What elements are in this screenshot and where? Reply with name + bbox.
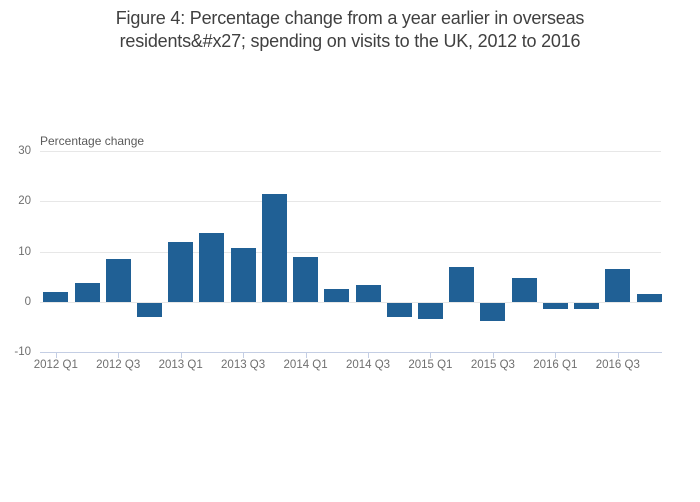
- bar-2016-q2: [574, 303, 599, 309]
- gridline-y-0: [40, 302, 661, 303]
- x-tick-2012-q3: [118, 353, 120, 358]
- bar-2013-q4: [261, 194, 287, 302]
- x-tick-2016-q1: [555, 353, 557, 358]
- y-tick-label-10: 10: [18, 246, 31, 258]
- x-tick-label-2016-q1: 2016 Q1: [533, 359, 578, 371]
- bar-2015-q1: [417, 303, 443, 319]
- chart-title: Figure 4: Percentage change from a year …: [0, 7, 700, 53]
- bar-2016-q3: [605, 269, 631, 302]
- bar-2013-q1: [168, 242, 194, 302]
- x-tick-2012-q1: [55, 353, 57, 358]
- gridline-y-10: [40, 252, 661, 253]
- y-tick-label--10: -10: [14, 346, 31, 358]
- x-tick-2015-q1: [430, 353, 432, 358]
- y-tick-label-20: 20: [18, 195, 31, 207]
- bar-2013-q3: [230, 248, 256, 302]
- bar-2015-q4: [511, 278, 537, 302]
- bar-2014-q2: [324, 289, 350, 302]
- bar-2016-q4: [636, 294, 662, 302]
- x-tick-2015-q3: [492, 353, 494, 358]
- bar-2012-q1: [43, 292, 69, 302]
- x-tick-label-2014-q1: 2014 Q1: [283, 359, 328, 371]
- bar-2014-q3: [355, 285, 381, 302]
- x-tick-label-2014-q3: 2014 Q3: [345, 359, 391, 371]
- x-tick-2013-q1: [180, 353, 182, 358]
- bar-2014-q4: [386, 303, 412, 317]
- gridline-y-20: [40, 201, 661, 202]
- x-tick-label-2013-q1: 2013 Q1: [158, 359, 203, 371]
- bar-2014-q1: [293, 257, 319, 302]
- bar-2015-q2: [449, 267, 475, 302]
- x-tick-2016-q3: [617, 353, 619, 358]
- x-axis-line: [40, 352, 662, 353]
- gridline-y-30: [40, 151, 661, 152]
- bar-2012-q4: [137, 303, 162, 317]
- y-axis-title: Percentage change: [40, 134, 145, 148]
- bar-2013-q2: [199, 233, 225, 302]
- x-tick-2014-q1: [305, 353, 307, 358]
- chart-title-line-2: residents&#x27; spending on visits to th…: [119, 31, 581, 51]
- bar-2016-q1: [542, 303, 568, 309]
- x-tick-label-2012-q3: 2012 Q3: [96, 359, 141, 371]
- x-tick-2013-q3: [243, 353, 245, 358]
- x-tick-label-2015-q3: 2015 Q3: [470, 359, 515, 371]
- bar-2012-q2: [74, 283, 100, 302]
- x-tick-label-2015-q1: 2015 Q1: [408, 359, 453, 371]
- x-tick-label-2012-q1: 2012 Q1: [33, 359, 78, 371]
- chart-title-line-1: Figure 4: Percentage change from a year …: [115, 8, 585, 28]
- x-tick-2014-q3: [368, 353, 369, 358]
- x-tick-label-2013-q3: 2013 Q3: [221, 359, 266, 371]
- bar-2015-q3: [480, 303, 506, 321]
- x-tick-label-2016-q3: 2016 Q3: [595, 359, 640, 371]
- y-tick-label-0: 0: [24, 296, 31, 308]
- y-tick-label-30: 30: [18, 145, 31, 157]
- bar-2012-q3: [105, 259, 131, 302]
